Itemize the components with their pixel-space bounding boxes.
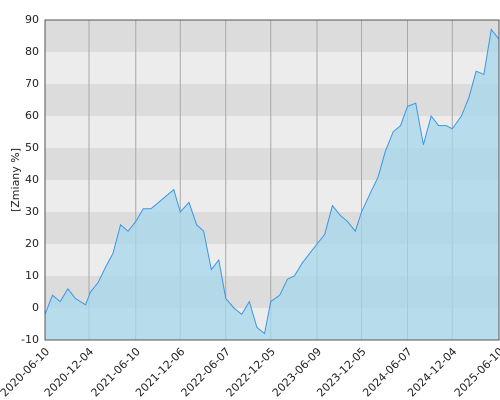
y-tick-label: 90 [25, 13, 39, 26]
x-tick-label: 2025-06-10 [452, 345, 500, 399]
y-tick-label: -10 [21, 333, 39, 346]
y-axis-label: [Zmiany %] [9, 148, 22, 212]
y-tick-label: 40 [25, 173, 39, 186]
y-tick-label: 70 [25, 77, 39, 90]
y-tick-label: 60 [25, 109, 39, 122]
y-tick-label: 30 [25, 205, 39, 218]
line [44, 28, 500, 335]
y-tick-label: 50 [25, 141, 39, 154]
y-tick-label: 80 [25, 45, 39, 58]
grid-band [45, 20, 499, 52]
y-tick-label: 10 [25, 269, 39, 282]
plot-border [44, 19, 500, 341]
y-tick-label: 0 [32, 301, 39, 314]
grid-band [45, 52, 499, 84]
y-tick-label: 20 [25, 237, 39, 250]
area [45, 29, 499, 340]
grid-band [45, 84, 499, 116]
